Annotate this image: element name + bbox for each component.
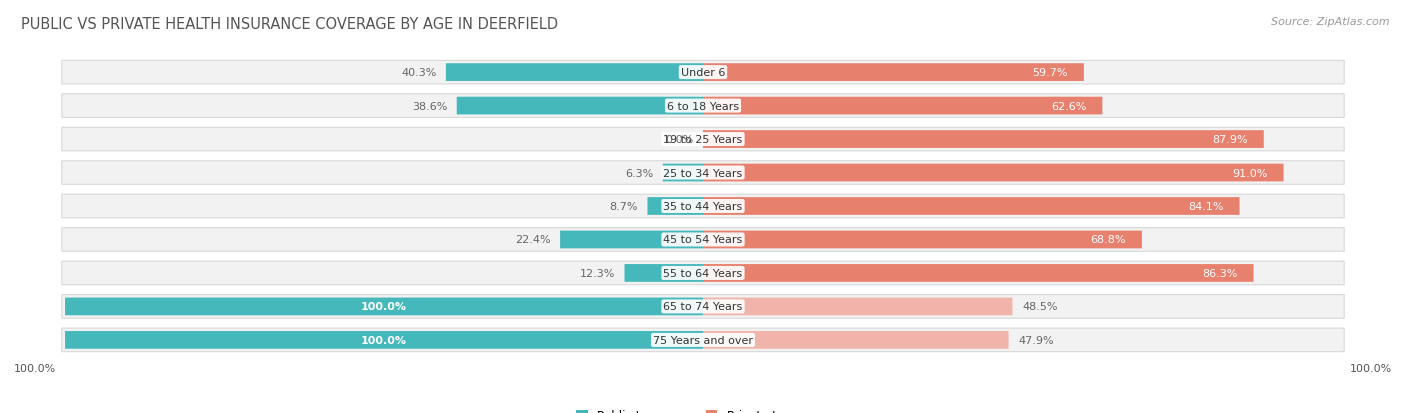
- Text: 6.3%: 6.3%: [626, 168, 654, 178]
- FancyBboxPatch shape: [703, 97, 1102, 115]
- FancyBboxPatch shape: [457, 97, 703, 115]
- Text: 47.9%: 47.9%: [1018, 335, 1053, 345]
- FancyBboxPatch shape: [703, 298, 1012, 316]
- Text: 0.0%: 0.0%: [665, 135, 693, 145]
- FancyBboxPatch shape: [62, 95, 1344, 118]
- Text: 68.8%: 68.8%: [1091, 235, 1126, 245]
- Text: 100.0%: 100.0%: [361, 335, 408, 345]
- FancyBboxPatch shape: [560, 231, 703, 249]
- Text: 8.7%: 8.7%: [609, 202, 638, 211]
- Text: 12.3%: 12.3%: [579, 268, 614, 278]
- FancyBboxPatch shape: [62, 128, 1344, 152]
- FancyBboxPatch shape: [703, 264, 1254, 282]
- FancyBboxPatch shape: [648, 198, 703, 215]
- Text: 19 to 25 Years: 19 to 25 Years: [664, 135, 742, 145]
- Text: Under 6: Under 6: [681, 68, 725, 78]
- Text: 91.0%: 91.0%: [1232, 168, 1268, 178]
- Text: 100.0%: 100.0%: [1350, 363, 1392, 373]
- Text: 59.7%: 59.7%: [1032, 68, 1069, 78]
- Text: 38.6%: 38.6%: [412, 101, 447, 112]
- Text: 87.9%: 87.9%: [1212, 135, 1247, 145]
- FancyBboxPatch shape: [662, 164, 703, 182]
- FancyBboxPatch shape: [703, 164, 1284, 182]
- FancyBboxPatch shape: [62, 328, 1344, 352]
- Text: 48.5%: 48.5%: [1022, 301, 1057, 312]
- Text: 84.1%: 84.1%: [1188, 202, 1223, 211]
- FancyBboxPatch shape: [62, 161, 1344, 185]
- FancyBboxPatch shape: [703, 64, 1084, 82]
- Text: 40.3%: 40.3%: [401, 68, 436, 78]
- Text: 65 to 74 Years: 65 to 74 Years: [664, 301, 742, 312]
- Text: Source: ZipAtlas.com: Source: ZipAtlas.com: [1271, 17, 1389, 26]
- Text: 35 to 44 Years: 35 to 44 Years: [664, 202, 742, 211]
- FancyBboxPatch shape: [62, 295, 1344, 318]
- Text: 22.4%: 22.4%: [515, 235, 551, 245]
- FancyBboxPatch shape: [65, 331, 703, 349]
- FancyBboxPatch shape: [703, 231, 1142, 249]
- FancyBboxPatch shape: [703, 131, 1264, 149]
- FancyBboxPatch shape: [624, 264, 703, 282]
- FancyBboxPatch shape: [703, 331, 1008, 349]
- Text: 100.0%: 100.0%: [361, 301, 408, 312]
- Legend: Public Insurance, Private Insurance: Public Insurance, Private Insurance: [571, 404, 835, 413]
- Text: 75 Years and over: 75 Years and over: [652, 335, 754, 345]
- Text: 100.0%: 100.0%: [14, 363, 56, 373]
- FancyBboxPatch shape: [62, 228, 1344, 252]
- FancyBboxPatch shape: [446, 64, 703, 82]
- Text: 45 to 54 Years: 45 to 54 Years: [664, 235, 742, 245]
- Text: PUBLIC VS PRIVATE HEALTH INSURANCE COVERAGE BY AGE IN DEERFIELD: PUBLIC VS PRIVATE HEALTH INSURANCE COVER…: [21, 17, 558, 31]
- Text: 6 to 18 Years: 6 to 18 Years: [666, 101, 740, 112]
- Text: 62.6%: 62.6%: [1052, 101, 1087, 112]
- Text: 25 to 34 Years: 25 to 34 Years: [664, 168, 742, 178]
- FancyBboxPatch shape: [62, 61, 1344, 85]
- Text: 55 to 64 Years: 55 to 64 Years: [664, 268, 742, 278]
- FancyBboxPatch shape: [703, 198, 1240, 215]
- FancyBboxPatch shape: [65, 298, 703, 316]
- FancyBboxPatch shape: [62, 261, 1344, 285]
- FancyBboxPatch shape: [62, 195, 1344, 218]
- Text: 86.3%: 86.3%: [1202, 268, 1237, 278]
